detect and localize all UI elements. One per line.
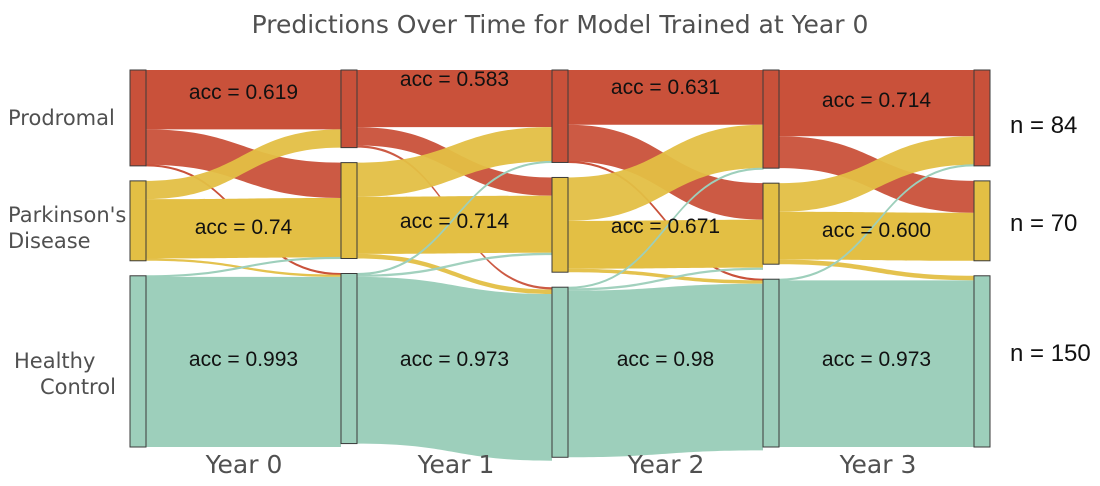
accuracy-label-pd-1: acc = 0.714 — [400, 210, 509, 233]
node-prodromal-col2 — [551, 69, 569, 163]
category-label-hc: Control — [40, 375, 116, 399]
category-label-prodromal: Prodromal — [8, 106, 115, 130]
flow-hc-to-hc-0 — [146, 276, 341, 447]
node-pd-col2 — [551, 176, 569, 273]
flow-prodromal-to-prodromal-1 — [357, 70, 552, 128]
node-hc-col0 — [129, 275, 147, 448]
flow-hc-to-hc-2 — [568, 283, 763, 458]
flow-pd-to-prodromal-1 — [357, 127, 552, 197]
sankey-links — [145, 70, 975, 461]
node-pd-col1 — [340, 162, 358, 259]
flow-pd-to-hc-3 — [779, 259, 974, 281]
flow-hc-to-pd-2 — [568, 267, 763, 291]
total-label-pd: n = 70 — [1010, 210, 1077, 237]
flow-prodromal-to-prodromal-0 — [146, 70, 341, 130]
flow-hc-to-prodromal-2 — [567, 167, 764, 289]
total-label-prodromal: n = 84 — [1010, 112, 1077, 139]
flow-pd-to-hc-1 — [357, 253, 552, 295]
category-label-pd: Disease — [8, 229, 91, 253]
node-pd-col0 — [129, 180, 147, 262]
year-label-1: Year 1 — [417, 450, 495, 479]
accuracy-label-prodromal-3: acc = 0.714 — [822, 89, 931, 112]
node-hc-col4 — [973, 275, 991, 448]
node-hc-col2 — [551, 286, 569, 458]
accuracy-label-pd-3: acc = 0.600 — [822, 219, 931, 242]
flow-pd-to-pd-1 — [357, 195, 552, 254]
accuracy-label-hc-1: acc = 0.973 — [400, 348, 509, 371]
flow-pd-to-prodromal-3 — [779, 136, 974, 212]
year-label-0: Year 0 — [205, 450, 283, 479]
node-pd-col4 — [973, 180, 991, 262]
node-prodromal-col1 — [340, 69, 358, 149]
accuracy-label-prodromal-0: acc = 0.619 — [189, 81, 298, 104]
accuracy-label-hc-2: acc = 0.98 — [617, 348, 714, 371]
accuracy-label-pd-2: acc = 0.671 — [611, 215, 720, 238]
year-label-2: Year 2 — [627, 450, 705, 479]
accuracy-label-pd-0: acc = 0.74 — [195, 216, 293, 239]
year-label-3: Year 3 — [839, 450, 917, 479]
sankey-nodes — [129, 69, 991, 458]
node-prodromal-col3 — [762, 69, 780, 169]
flow-pd-to-pd-3 — [779, 211, 974, 261]
category-label-hc: Healthy — [14, 349, 95, 373]
flow-pd-to-pd-0 — [146, 198, 341, 259]
node-pd-col3 — [762, 182, 780, 265]
node-hc-col3 — [762, 278, 780, 448]
flow-prodromal-to-prodromal-3 — [779, 70, 974, 137]
flow-pd-to-pd-2 — [568, 219, 763, 269]
node-hc-col1 — [340, 273, 358, 445]
flow-hc-to-hc-1 — [357, 276, 552, 461]
category-label-pd: Parkinson's — [8, 203, 126, 227]
accuracy-label-prodromal-2: acc = 0.631 — [611, 76, 720, 99]
flow-pd-to-prodromal-0 — [146, 129, 341, 200]
flow-pd-to-hc-2 — [568, 268, 763, 284]
flow-hc-to-hc-3 — [779, 280, 974, 447]
flow-hc-to-pd-1 — [357, 252, 552, 277]
accuracy-label-prodromal-1: acc = 0.583 — [400, 68, 509, 91]
flow-prodromal-to-prodromal-2 — [568, 70, 763, 125]
accuracy-label-hc-3: acc = 0.973 — [822, 348, 931, 371]
chart-title: Predictions Over Time for Model Trained … — [252, 10, 869, 39]
flow-pd-to-prodromal-2 — [568, 124, 763, 221]
total-label-hc: n = 150 — [1010, 340, 1091, 367]
node-prodromal-col0 — [129, 69, 147, 167]
accuracy-label-hc-0: acc = 0.993 — [189, 348, 298, 371]
node-prodromal-col4 — [973, 69, 991, 167]
